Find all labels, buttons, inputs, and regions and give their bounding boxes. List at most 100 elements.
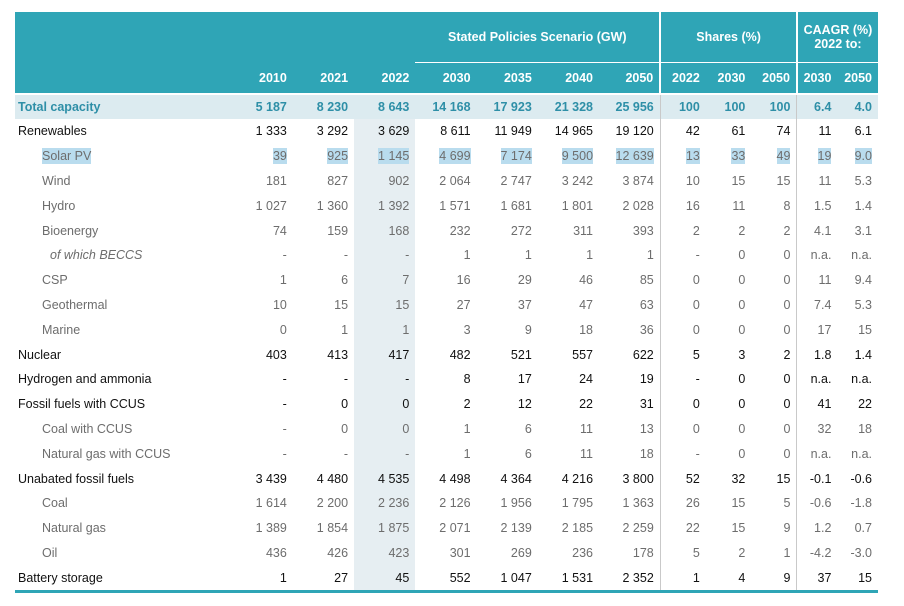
cell-value: 159	[327, 223, 349, 238]
cell-value: 2 185	[561, 521, 594, 536]
table-row-gas-ccus: Natural gas with CCUS - - - 1 6 11 18 - …	[15, 441, 878, 467]
cell-caagr: n.a.	[851, 372, 872, 387]
cell-share: 49	[751, 144, 797, 169]
cell-value: 2 236	[354, 490, 416, 516]
row-label: Natural gas	[42, 521, 106, 536]
cell-value: 827	[327, 173, 349, 188]
cell-value: 27	[456, 297, 471, 312]
cell-caagr: -4.2	[796, 540, 838, 566]
cell-share: 0	[738, 297, 746, 312]
cell-caagr: 5.3	[854, 173, 872, 188]
header-year: 2035	[476, 62, 538, 95]
cell-value: -	[343, 446, 349, 461]
cell-value: 4 480	[316, 471, 349, 486]
cell-value: 27	[292, 565, 355, 594]
header-share-year: 2050	[751, 62, 797, 95]
cell-value-text: 7 174	[500, 148, 532, 165]
cell-value-text: 39	[272, 148, 287, 165]
cell-share: 0	[738, 446, 746, 461]
cell-share: 9	[751, 565, 797, 594]
cell-share: -	[659, 441, 706, 467]
cell-share: 0	[783, 397, 791, 412]
cell-share: 3	[738, 347, 746, 362]
cell-caagr: n.a.	[851, 248, 872, 263]
header-year-blank	[15, 62, 232, 95]
cell-value: 552	[415, 565, 477, 594]
row-label: Hydro	[42, 198, 76, 213]
cell-value: 3 292	[316, 124, 349, 139]
row-label-text: Solar PV	[42, 148, 92, 165]
cell-caagr: 11	[796, 267, 838, 293]
cell-value: 24	[579, 372, 594, 387]
cell-share: 52	[659, 466, 706, 491]
cell-share: 0	[783, 421, 791, 436]
table-row-geothermal: Geothermal 10 15 15 27 37 47 63 0 0 0 7.…	[15, 292, 878, 318]
cell-value: 0	[354, 416, 416, 442]
cell-caagr-text: 9.0	[854, 148, 872, 165]
cell-value: 1	[279, 273, 287, 288]
cell-value: 2 126	[439, 496, 471, 511]
table-row-battery-storage: Battery storage 1 27 45 552 1 047 1 531 …	[15, 565, 878, 594]
table-row-nuclear: Nuclear 403 413 417 482 521 557 622 5 3 …	[15, 342, 878, 367]
cell-value: 4 364	[500, 471, 532, 486]
cell-share: 2	[783, 347, 791, 362]
cell-caagr: 18	[858, 421, 872, 436]
cell-share: 0	[659, 267, 706, 293]
cell-value: 1 360	[316, 198, 349, 213]
capacity-table: Stated Policies Scenario (GW) Shares (%)…	[15, 12, 878, 594]
row-label: of which BECCS	[50, 248, 143, 263]
cell-caagr: 5.3	[854, 297, 872, 312]
cell-caagr: 4.1	[796, 218, 838, 243]
table-row-bioenergy: Bioenergy 74 159 168 232 272 311 393 2 2…	[15, 218, 878, 243]
cell-caagr: n.a.	[796, 366, 838, 392]
cell-value: 4 216	[561, 471, 594, 486]
cell-share: 15	[731, 173, 746, 188]
cell-caagr: 1.4	[854, 198, 872, 213]
cell-value: 168	[354, 218, 416, 243]
cell-value: 19 120	[615, 124, 654, 139]
cell-share: 5	[659, 540, 706, 566]
cell-value: 426	[327, 545, 349, 560]
cell-value: 63	[639, 297, 654, 312]
cell-share: 32	[731, 471, 746, 486]
cell-share: 0	[738, 397, 746, 412]
row-label: Bioenergy	[42, 223, 99, 238]
cell-value: 31	[639, 397, 654, 412]
cell-caagr: -0.6	[796, 490, 838, 516]
cell-value: 0	[354, 391, 416, 417]
cell-value: 3	[463, 322, 471, 337]
cell-value: 7 174	[477, 144, 538, 169]
cell-share: 0	[783, 372, 791, 387]
cell-value: -	[282, 397, 287, 412]
cell-share: 15	[731, 521, 746, 536]
row-label: Unabated fossil fuels	[18, 471, 135, 486]
cell-value-text: 4 699	[439, 148, 471, 165]
cell-share: 1	[659, 565, 706, 594]
cell-value: 22	[579, 397, 594, 412]
cell-caagr: -3.0	[850, 545, 872, 560]
cell-value: 16	[456, 273, 471, 288]
cell-value: -	[282, 446, 287, 461]
cell-value: 1 392	[354, 193, 416, 219]
table-row-hydrogen-ammonia: Hydrogen and ammonia - - - 8 17 24 19 - …	[15, 366, 878, 392]
cell-value: 15	[354, 292, 416, 318]
cell-value: -	[282, 248, 287, 263]
cell-share-text: 13	[685, 148, 700, 165]
cell-share: 22	[659, 515, 706, 541]
table-body: Total capacity 5 187 8 230 8 643 14 168 …	[15, 94, 878, 594]
cell-value: 1	[524, 248, 532, 263]
cell-value: 482	[449, 347, 471, 362]
cell-share-text: 33	[731, 148, 746, 165]
cell-caagr: n.a.	[851, 446, 872, 461]
cell-value: 2 064	[439, 173, 471, 188]
cell-caagr: 15	[837, 565, 878, 594]
cell-value: 269	[510, 545, 532, 560]
table-row-coal: Coal 1 614 2 200 2 236 2 126 1 956 1 795…	[15, 490, 878, 516]
cell-value: 1 363	[622, 496, 654, 511]
row-label: Fossil fuels with CCUS	[18, 397, 146, 412]
cell-caagr: 9.0	[837, 144, 878, 169]
cell-share: 0	[783, 273, 791, 288]
row-label: Geothermal	[42, 297, 108, 312]
cell-value: 2 352	[599, 565, 661, 594]
cell-value: 1 801	[561, 198, 594, 213]
